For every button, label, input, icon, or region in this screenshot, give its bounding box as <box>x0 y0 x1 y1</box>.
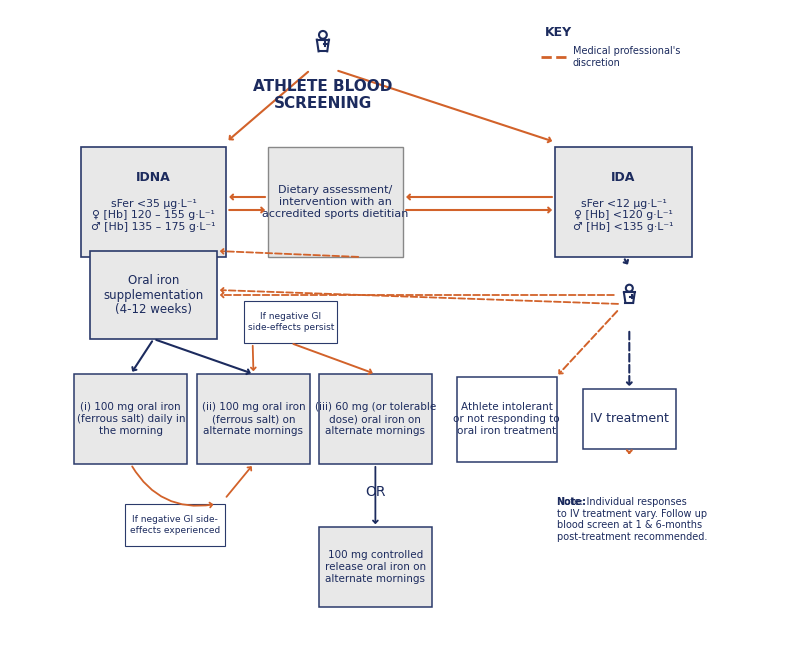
FancyBboxPatch shape <box>583 389 676 449</box>
Text: Athlete intolerant
or not responding to
oral iron treatment: Athlete intolerant or not responding to … <box>453 402 560 436</box>
Text: 100 mg controlled
release oral iron on
alternate mornings: 100 mg controlled release oral iron on a… <box>325 550 426 584</box>
FancyBboxPatch shape <box>81 147 226 257</box>
Text: Note: Individual responses
to IV treatment vary. Follow up
blood screen at 1 & 6: Note: Individual responses to IV treatme… <box>556 497 707 542</box>
FancyBboxPatch shape <box>125 504 225 546</box>
Text: IDA: IDA <box>611 171 636 184</box>
Text: sFer <35 μg·L⁻¹
♀ [Hb] 120 – 155 g·L⁻¹
♂ [Hb] 135 – 175 g·L⁻¹: sFer <35 μg·L⁻¹ ♀ [Hb] 120 – 155 g·L⁻¹ ♂… <box>91 199 216 232</box>
FancyBboxPatch shape <box>244 301 337 343</box>
FancyBboxPatch shape <box>268 147 403 257</box>
Text: Dietary assessment/
intervention with an
accredited sports dietitian: Dietary assessment/ intervention with an… <box>262 185 409 219</box>
Text: Oral iron
supplementation
(4-12 weeks): Oral iron supplementation (4-12 weeks) <box>103 273 204 317</box>
Text: OR: OR <box>365 485 385 499</box>
Text: (ii) 100 mg oral iron
(ferrous salt) on
alternate mornings: (ii) 100 mg oral iron (ferrous salt) on … <box>202 402 305 436</box>
Text: sFer <12 μg·L⁻¹
♀ [Hb] <120 g·L⁻¹
♂ [Hb] <135 g·L⁻¹: sFer <12 μg·L⁻¹ ♀ [Hb] <120 g·L⁻¹ ♂ [Hb]… <box>573 199 674 232</box>
FancyBboxPatch shape <box>75 374 187 464</box>
Text: If negative GI side-
effects experienced: If negative GI side- effects experienced <box>130 516 220 535</box>
Text: (i) 100 mg oral iron
(ferrous salt) daily in
the morning: (i) 100 mg oral iron (ferrous salt) dail… <box>76 402 185 436</box>
Text: KEY: KEY <box>545 25 572 39</box>
Text: (iii) 60 mg (or tolerable
dose) oral iron on
alternate mornings: (iii) 60 mg (or tolerable dose) oral iro… <box>314 402 436 436</box>
FancyBboxPatch shape <box>319 527 432 607</box>
Text: Note:: Note: <box>556 497 586 507</box>
Text: IV treatment: IV treatment <box>590 412 669 426</box>
FancyBboxPatch shape <box>197 374 310 464</box>
FancyBboxPatch shape <box>319 374 432 464</box>
Text: IDNA: IDNA <box>136 171 171 184</box>
FancyBboxPatch shape <box>456 376 556 462</box>
Text: ATHLETE BLOOD
SCREENING: ATHLETE BLOOD SCREENING <box>253 79 392 111</box>
Text: If negative GI
side-effects persist: If negative GI side-effects persist <box>247 312 334 331</box>
FancyBboxPatch shape <box>90 251 217 339</box>
FancyBboxPatch shape <box>555 147 692 257</box>
Text: Medical professional's
discretion: Medical professional's discretion <box>573 46 680 68</box>
